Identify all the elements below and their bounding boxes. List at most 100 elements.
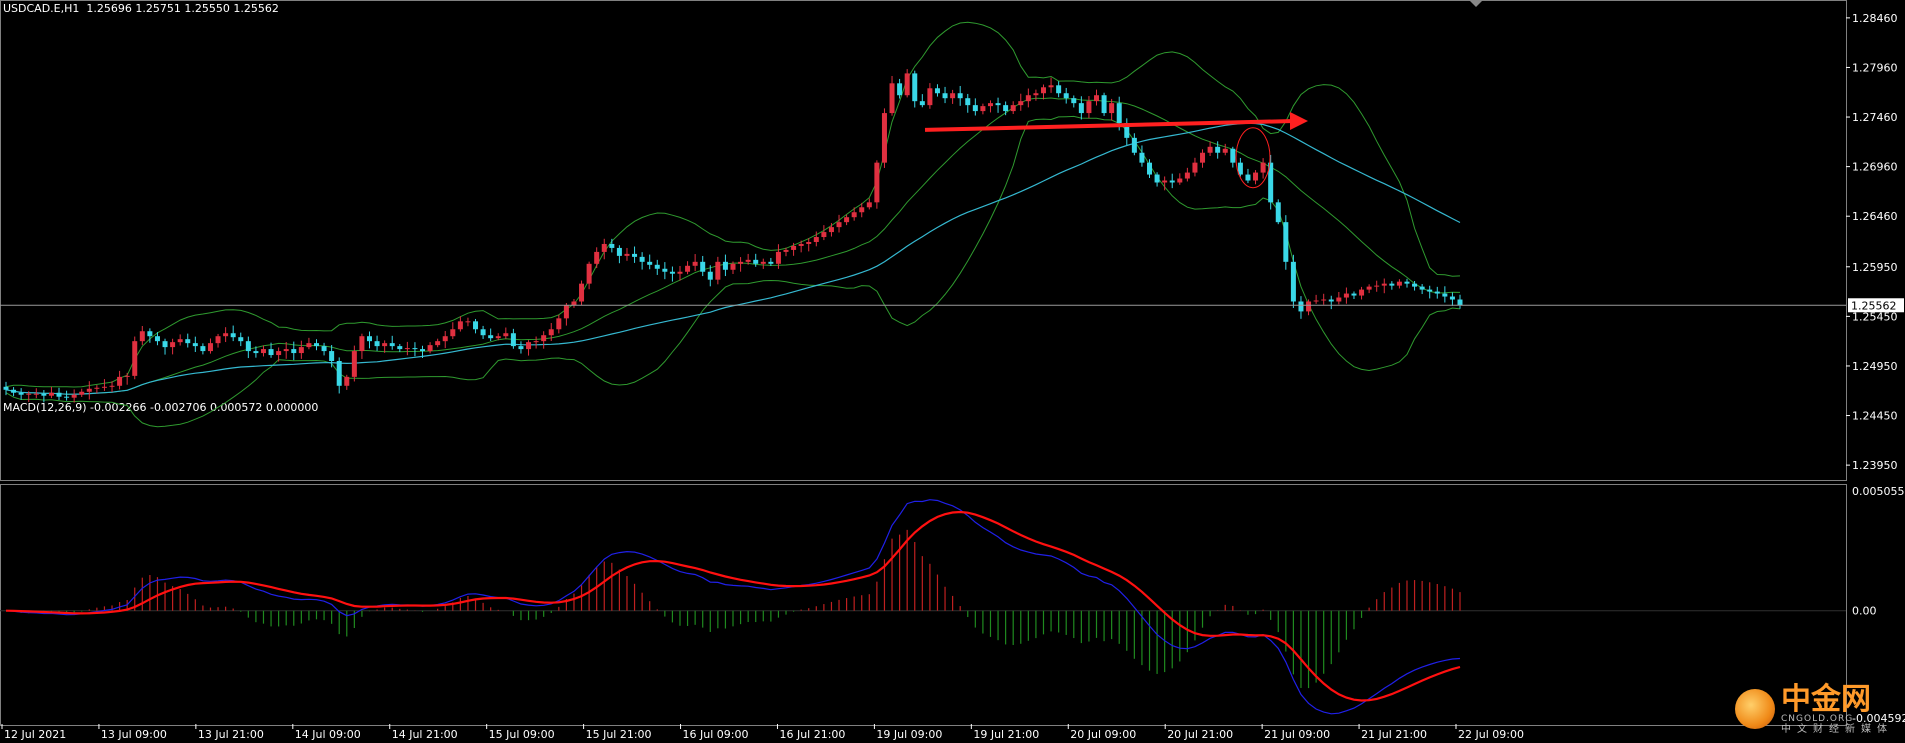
candle (934, 84, 940, 97)
candle (738, 257, 744, 272)
candle (745, 253, 751, 265)
candle (1018, 93, 1024, 111)
candle (1351, 291, 1357, 299)
x-tick-label: 22 Jul 09:00 (1458, 728, 1524, 741)
candle (11, 387, 17, 397)
candle (609, 238, 615, 253)
watermark-name: 中金网 (1781, 681, 1871, 717)
candle (397, 343, 403, 352)
candle (654, 259, 660, 275)
y-tick-label: 1.28460 (1852, 12, 1898, 25)
candle (518, 341, 524, 354)
candle (601, 238, 607, 260)
x-tick-label: 19 Jul 21:00 (973, 728, 1039, 741)
candle (563, 303, 569, 326)
candle (283, 342, 289, 359)
y-tick-label: 1.25950 (1852, 261, 1898, 274)
candle (336, 357, 342, 394)
candle (1215, 141, 1221, 159)
candle (1275, 199, 1281, 225)
candle (1306, 299, 1312, 316)
candle (109, 381, 115, 393)
candle (215, 333, 221, 348)
x-tick-label: 14 Jul 21:00 (392, 728, 458, 741)
candle (33, 388, 39, 399)
candle (715, 256, 721, 285)
moving-average (5, 122, 1461, 395)
candle (1131, 133, 1137, 156)
trend-annotation[interactable] (924, 112, 1308, 189)
candle (1056, 81, 1062, 98)
x-tick-label: 13 Jul 21:00 (198, 728, 264, 741)
y-tick-label: 1.26960 (1852, 161, 1898, 174)
y-tick-label: 1.26460 (1852, 210, 1898, 223)
candle (760, 258, 766, 269)
candle (647, 254, 653, 270)
candle (427, 342, 433, 354)
candle (1147, 159, 1153, 178)
annotation-arrow-head[interactable] (1290, 112, 1308, 131)
candle (321, 342, 327, 356)
candle (510, 328, 516, 349)
candle (495, 333, 501, 341)
candle (94, 385, 100, 394)
chart-shift-marker[interactable] (1469, 0, 1483, 7)
candle (1419, 284, 1425, 295)
candle (382, 340, 388, 353)
candle (783, 247, 789, 257)
main-pane-frame (0, 0, 1847, 481)
candle (1434, 286, 1440, 299)
candle (866, 198, 872, 210)
x-tick-label: 21 Jul 21:00 (1361, 728, 1427, 741)
macd-y-tick-label: 0.00 (1852, 605, 1877, 618)
candle (367, 331, 372, 349)
candle (306, 337, 312, 350)
candle (995, 97, 1001, 113)
candle (450, 322, 456, 340)
candle (1139, 145, 1145, 167)
macd-signal-line (5, 510, 1461, 702)
cngold-logo-icon (1735, 689, 1775, 730)
annotation-arrow-shaft[interactable] (924, 119, 1295, 132)
candle (268, 342, 274, 358)
candle (1230, 146, 1236, 168)
candle (1260, 158, 1266, 179)
macd-pane-frame (0, 484, 1847, 726)
candle (1412, 280, 1418, 291)
x-tick-label: 19 Jul 09:00 (876, 728, 942, 741)
candle (700, 255, 706, 277)
bollinger-bands (5, 21, 1461, 428)
candle (389, 335, 395, 350)
candle (185, 333, 191, 348)
candle (64, 390, 70, 401)
candle (404, 341, 410, 356)
candle (1381, 278, 1387, 294)
x-tick-label: 15 Jul 09:00 (489, 728, 555, 741)
ma-line (5, 122, 1461, 395)
annotation-circle[interactable] (1235, 127, 1271, 189)
candle (200, 343, 206, 355)
candle (586, 261, 592, 290)
y-tick-label: 1.23950 (1852, 459, 1898, 472)
candle (488, 328, 494, 341)
candle (79, 388, 85, 397)
candle (1124, 118, 1130, 145)
candle (276, 347, 282, 362)
candle (594, 247, 600, 269)
candle (298, 340, 304, 359)
candle (851, 207, 857, 221)
candle (1040, 84, 1046, 100)
candle (1253, 170, 1259, 185)
candle (798, 240, 804, 253)
candle (579, 280, 585, 306)
candle (942, 86, 948, 104)
candle (351, 345, 357, 382)
candle (465, 317, 471, 327)
candle (41, 390, 47, 403)
candle (912, 70, 918, 108)
candle (223, 327, 229, 343)
candle (1109, 98, 1115, 121)
candle (1283, 215, 1289, 270)
candle (71, 389, 77, 403)
